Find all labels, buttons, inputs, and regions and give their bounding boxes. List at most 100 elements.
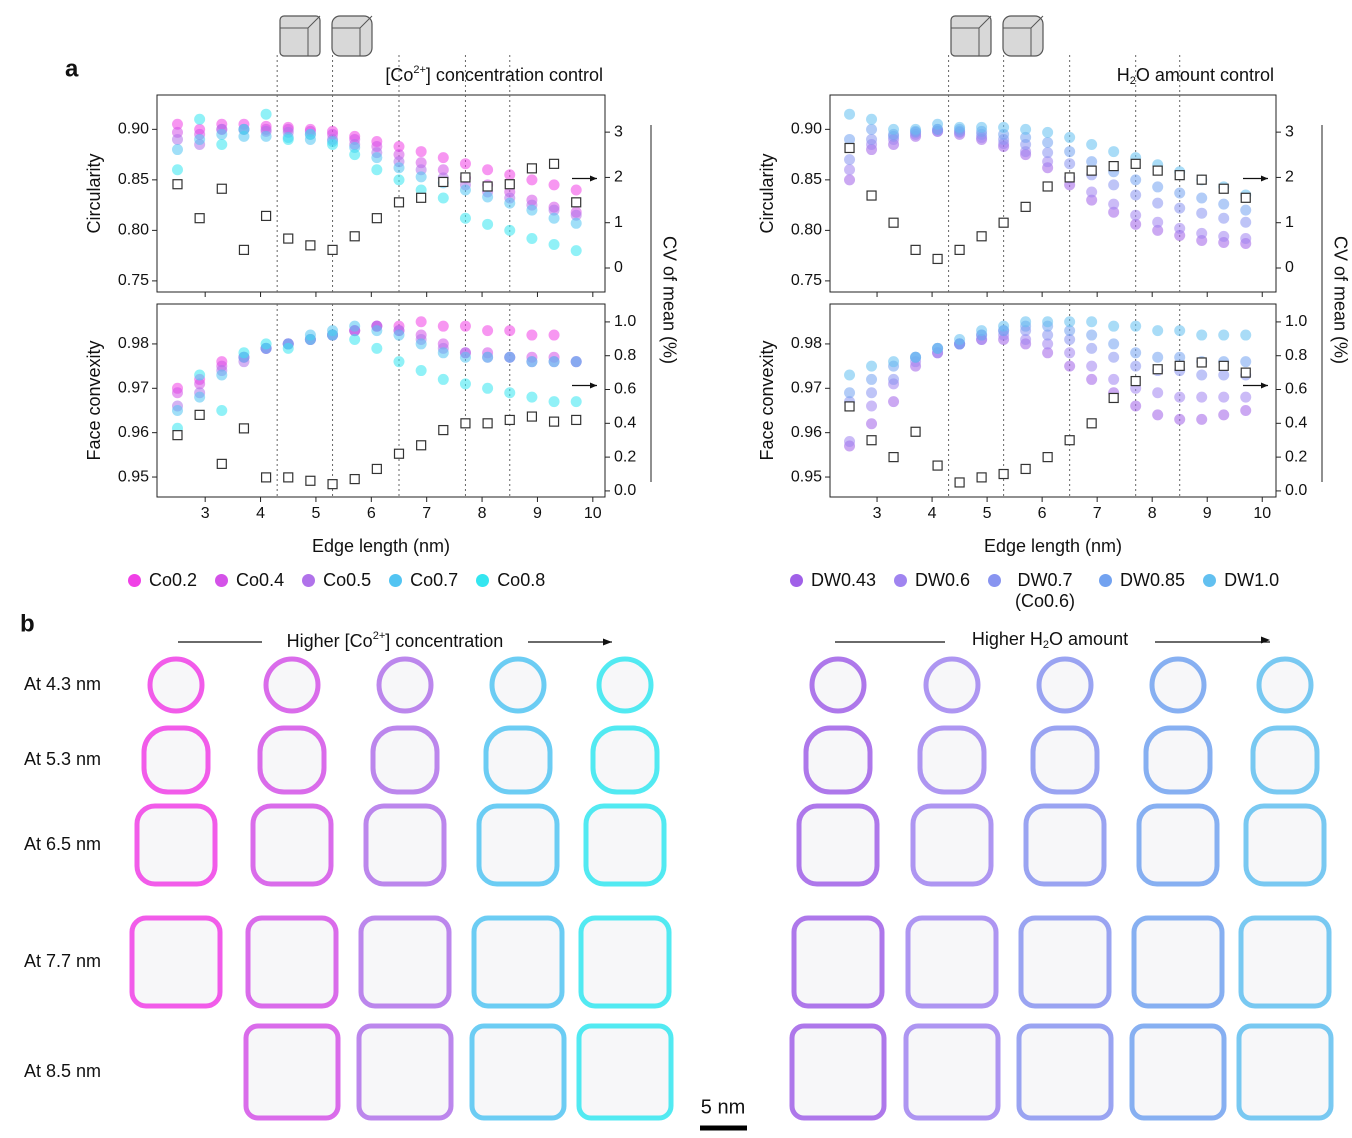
particle-outline [1256,656,1314,714]
data-point [171,387,183,399]
cv-marker [1020,201,1031,212]
data-point [371,152,383,164]
cv-marker [194,213,205,224]
data-point [393,329,405,341]
data-point [1218,409,1230,421]
data-point [282,342,294,354]
cv-marker [866,435,877,446]
y2-tick-label: 0.0 [1285,482,1307,499]
data-point [437,192,449,204]
data-point [1086,186,1098,198]
particle-outline [1236,1023,1334,1121]
particle-outline [576,1023,674,1121]
text-part: ] concentration [385,631,503,651]
cv-marker [1196,357,1207,368]
legend-label: DW0.6 [915,570,971,590]
data-point [1042,147,1054,159]
data-point [888,396,900,408]
cv-marker [1108,161,1119,172]
x-axis-label: Edge length (nm) [984,536,1122,556]
cv-marker [910,244,921,255]
data-point [1108,198,1120,210]
data-point [1196,192,1208,204]
text-part: Higher H [972,629,1043,649]
particle-outline [370,725,440,795]
data-point [548,204,560,216]
y2-tick-label: 0.4 [614,415,636,432]
cv-marker [526,163,538,174]
data-point [1042,126,1054,138]
x-tick-label: 5 [983,505,992,522]
data-point [194,391,206,403]
x-tick-label: 9 [533,505,542,522]
text-part: 2 [1043,639,1049,651]
data-point [171,404,183,416]
legend-item: Co0.7 [389,570,458,591]
cv-marker [504,414,515,426]
cv-arrowhead [1261,382,1268,389]
data-point [504,197,516,209]
particle-outline [250,803,334,887]
y-tick-label: 0.97 [118,380,149,397]
data-point [1064,158,1076,170]
data-point [415,365,427,377]
cv-marker [888,217,899,228]
data-point [482,191,494,203]
cv-marker [460,418,471,429]
y2-tick-label: 0.4 [1285,415,1307,432]
x-tick-label: 8 [1148,505,1157,522]
data-point [844,387,856,399]
data-point [1240,329,1252,341]
legend-swatch [128,574,141,587]
data-point [171,164,183,176]
x-tick-label: 5 [311,505,320,522]
cv-marker [1174,170,1185,181]
data-point [1240,391,1252,403]
data-point [1042,329,1054,341]
text-part: O amount [1049,629,1128,649]
data-point [1196,329,1208,341]
data-point [1130,347,1142,359]
particle-outline [245,915,339,1009]
particle-outline [578,915,672,1009]
particle-outline [147,656,205,714]
cv-marker [349,473,360,485]
data-point [866,113,878,125]
cv-marker [1152,364,1163,375]
data-point [526,356,538,368]
data-point [1086,156,1098,168]
cv-marker [438,176,449,188]
text-part: O amount control [1136,65,1274,85]
y2-axis-label: CV of mean (%) [1330,236,1350,364]
cv-marker [954,477,965,488]
data-point [1042,156,1054,168]
particle-outline [1136,803,1220,887]
particle-outline [469,1023,567,1121]
data-point [1174,413,1186,425]
data-point [976,325,988,337]
particle-outline [489,656,547,714]
cv-marker [1086,165,1097,176]
particle-outline [596,656,654,714]
legend-label: DW0.43 [811,570,877,590]
cv-marker [1020,463,1031,475]
data-point [393,356,405,368]
data-point [504,387,516,399]
y2-tick-label: 0.2 [1285,448,1307,465]
cv-marker [327,479,338,490]
cv-marker [548,158,560,169]
data-point [171,118,183,130]
cv-marker [1240,192,1251,203]
data-point [504,351,516,363]
rich-text: H2O amount control [1117,65,1274,87]
particle-outline [483,725,553,795]
data-point [910,351,922,363]
data-point [844,164,856,176]
cv-marker [910,426,921,437]
data-point [1108,338,1120,350]
y-tick-label: 0.96 [791,424,822,441]
particle-outline [1030,725,1100,795]
particle-outline [789,1023,887,1121]
data-point [216,369,228,381]
